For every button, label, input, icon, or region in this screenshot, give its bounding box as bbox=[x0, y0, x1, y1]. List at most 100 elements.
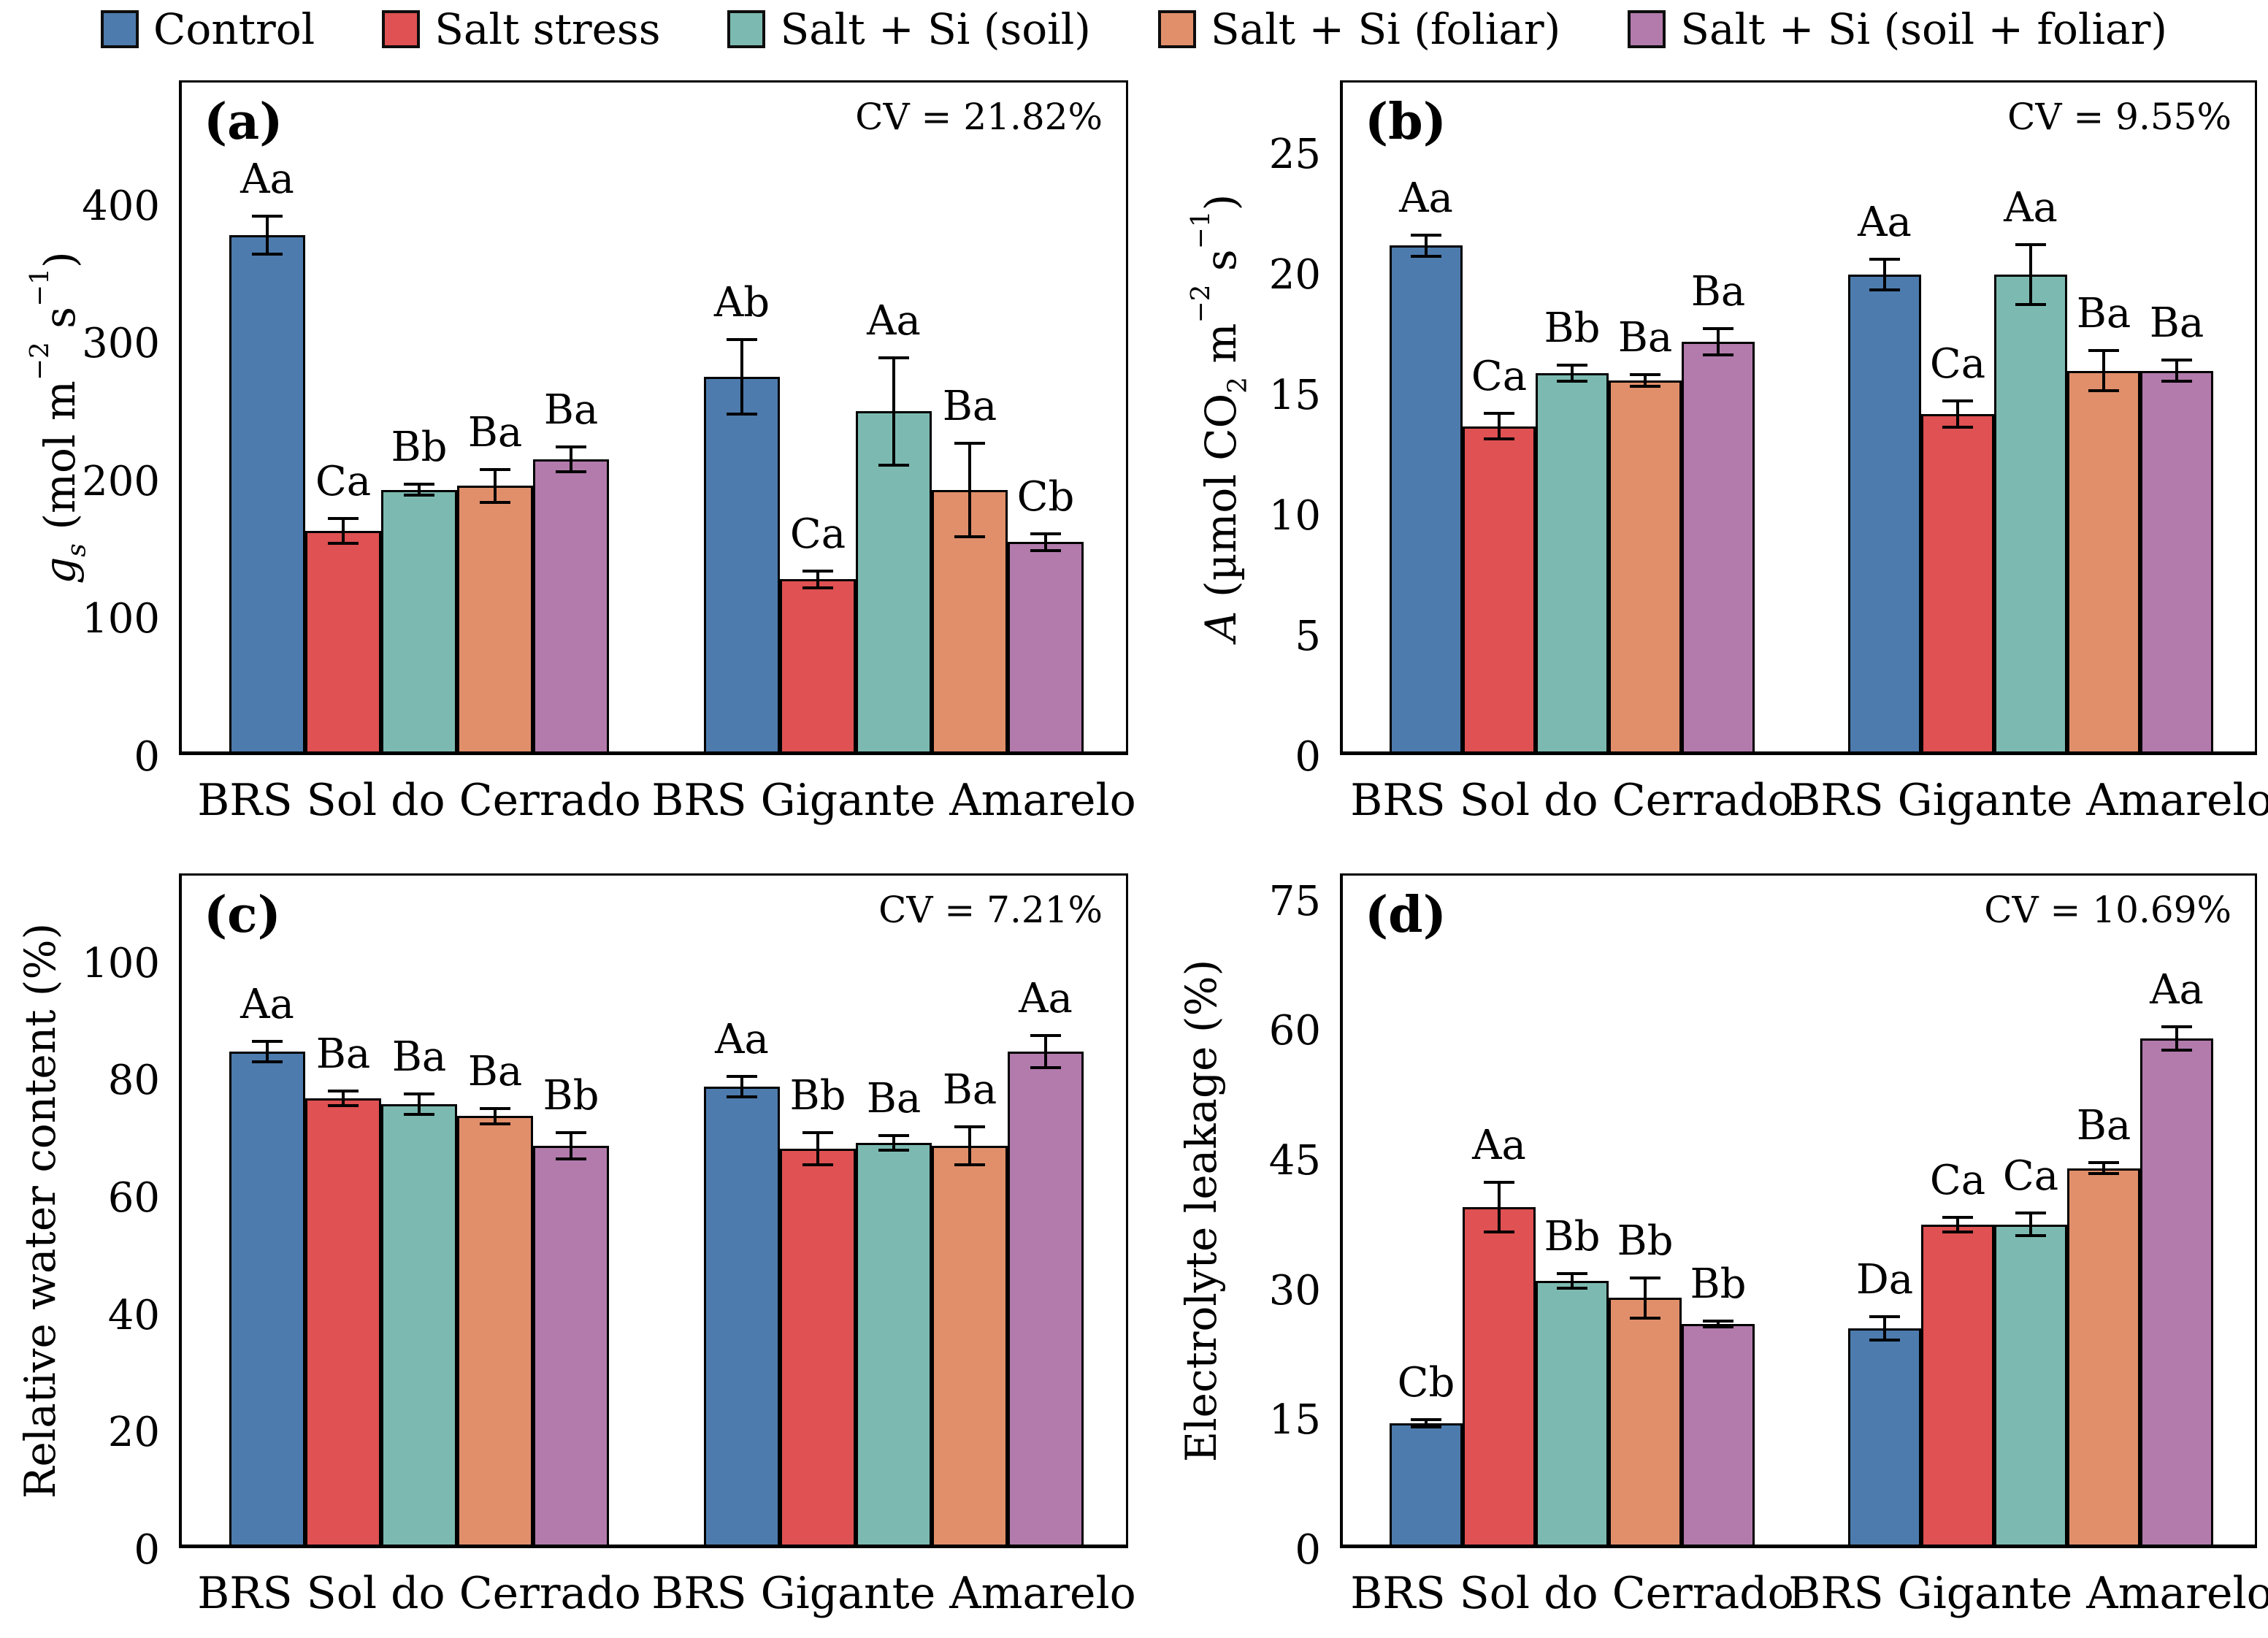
significance-label: Ba bbox=[543, 386, 599, 435]
error-bar-cap-bottom bbox=[727, 1095, 757, 1099]
panel-a-cv-annotation: CV = 21.82% bbox=[855, 96, 1103, 138]
error-bar-cap-top bbox=[727, 1075, 757, 1079]
significance-label: Ba bbox=[467, 1048, 523, 1096]
error-bar-line bbox=[1883, 1315, 1886, 1342]
error-bar-cap-top bbox=[1484, 1181, 1514, 1185]
bar-d-2-5 bbox=[2140, 1038, 2213, 1545]
error-bar-cap-bottom bbox=[878, 1148, 909, 1152]
panel-d-letter: (d) bbox=[1365, 886, 1447, 944]
error-bar-line bbox=[342, 1090, 345, 1108]
y-tick-label: 30 bbox=[1268, 1266, 1321, 1314]
error-bar-line bbox=[418, 483, 421, 497]
y-tick-label: 60 bbox=[107, 1174, 160, 1222]
bar-a-1-2 bbox=[305, 531, 381, 751]
error-bar bbox=[878, 1133, 909, 1152]
panel-b-cv-annotation: CV = 9.55% bbox=[2007, 96, 2231, 138]
error-bar-cap-top bbox=[1703, 1320, 1733, 1323]
y-tick-label: 25 bbox=[1268, 131, 1321, 178]
error-bar-cap-top bbox=[1411, 1418, 1441, 1422]
bar-d-1-4 bbox=[1609, 1298, 1682, 1545]
error-bar bbox=[1030, 532, 1061, 552]
error-bar-line bbox=[2029, 242, 2032, 306]
error-bar bbox=[2088, 1161, 2119, 1176]
error-bar-cap-bottom bbox=[1557, 1286, 1587, 1290]
legend-label: Salt + Si (soil) bbox=[780, 4, 1091, 54]
error-bar bbox=[2015, 1211, 2046, 1238]
bar-b-2-3 bbox=[1994, 274, 2067, 751]
bar-d-1-5 bbox=[1682, 1323, 1755, 1545]
bar-b-2-2 bbox=[1921, 414, 1994, 751]
y-axis-label-segment: Electrolyte leakage (%) bbox=[1176, 959, 1226, 1463]
bar-d-2-2 bbox=[1921, 1224, 1994, 1545]
error-bar-cap-bottom bbox=[1630, 384, 1660, 388]
error-bar-line bbox=[740, 338, 743, 416]
error-bar-cap-top bbox=[328, 1090, 359, 1093]
error-bar-cap-top bbox=[1630, 372, 1660, 376]
y-tick-label: 0 bbox=[134, 1526, 160, 1574]
error-bar-line bbox=[816, 1130, 819, 1166]
bar-a-2-2 bbox=[780, 579, 856, 751]
error-bar-cap-bottom bbox=[252, 253, 283, 256]
error-bar-cap-top bbox=[2015, 1211, 2046, 1214]
error-bar-cap-bottom bbox=[2161, 1048, 2192, 1052]
bar-c-1-3 bbox=[381, 1104, 457, 1545]
error-bar-cap-bottom bbox=[556, 1157, 586, 1160]
error-bar bbox=[252, 1040, 283, 1064]
error-bar-cap-bottom bbox=[802, 586, 833, 589]
panel-b-letter: (b) bbox=[1365, 93, 1447, 151]
bar-c-1-1 bbox=[229, 1052, 305, 1545]
error-bar bbox=[1869, 1315, 1900, 1342]
error-bar-cap-top bbox=[878, 1133, 909, 1137]
error-bar-cap-top bbox=[1557, 1271, 1587, 1275]
y-tick-label: 200 bbox=[82, 457, 160, 505]
error-bar-cap-top bbox=[1869, 257, 1900, 261]
error-bar-line bbox=[1883, 257, 1886, 291]
error-bar-line bbox=[266, 1040, 269, 1064]
error-bar-cap-bottom bbox=[2088, 1172, 2119, 1176]
significance-label: Ba bbox=[942, 382, 997, 430]
y-tick-label: 80 bbox=[107, 1057, 160, 1105]
bar-c-2-5 bbox=[1008, 1052, 1084, 1545]
error-bar-line bbox=[892, 356, 895, 467]
significance-label: Ba bbox=[866, 1074, 922, 1122]
error-bar-line bbox=[1498, 1181, 1501, 1233]
error-bar-line bbox=[2175, 359, 2178, 383]
error-bar-line bbox=[266, 214, 269, 256]
y-tick-label: 40 bbox=[107, 1291, 160, 1339]
y-tick-label: 100 bbox=[82, 939, 160, 987]
error-bar-cap-bottom bbox=[1030, 548, 1061, 552]
error-bar-line bbox=[1571, 1271, 1574, 1290]
error-bar-cap-bottom bbox=[802, 1163, 833, 1166]
error-bar-cap-top bbox=[727, 338, 757, 342]
y-axis-label-d: Electrolyte leakage (%) bbox=[1172, 873, 1230, 1548]
error-bar-line bbox=[740, 1075, 743, 1099]
error-bar-line bbox=[570, 445, 572, 474]
error-bar bbox=[1411, 233, 1441, 258]
significance-label: Ba bbox=[315, 1030, 371, 1079]
error-bar-line bbox=[1044, 1033, 1047, 1070]
error-bar-cap-bottom bbox=[727, 412, 757, 416]
error-bar-line bbox=[494, 1107, 497, 1125]
error-bar-cap-top bbox=[1869, 1315, 1900, 1319]
error-bar bbox=[1942, 1215, 1973, 1233]
error-bar bbox=[802, 1130, 833, 1166]
legend-swatch-3 bbox=[727, 10, 766, 48]
category-label: BRS Gigante Amarelo bbox=[1788, 775, 2268, 826]
error-bar-line bbox=[570, 1130, 572, 1160]
significance-label: Ba bbox=[942, 1065, 997, 1114]
error-bar-cap-bottom bbox=[2015, 1234, 2046, 1238]
legend-item-1: Control bbox=[101, 6, 315, 53]
bar-b-2-5 bbox=[2140, 370, 2213, 751]
error-bar-line bbox=[418, 1092, 421, 1117]
y-axis-label-c: Relative water content (%) bbox=[11, 873, 69, 1548]
error-bar bbox=[2088, 348, 2119, 393]
y-axis-label-segment: (µmol CO bbox=[1196, 393, 1246, 611]
error-bar-line bbox=[1571, 363, 1574, 383]
legend-item-4: Salt + Si (foliar) bbox=[1157, 6, 1560, 53]
error-bar-cap-top bbox=[2015, 242, 2046, 246]
error-bar-cap-bottom bbox=[878, 463, 909, 467]
error-bar-cap-top bbox=[2161, 1025, 2192, 1029]
y-tick-label: 60 bbox=[1268, 1007, 1321, 1055]
legend-swatch-1 bbox=[101, 10, 139, 48]
y-tick-label: 0 bbox=[1295, 1526, 1321, 1574]
